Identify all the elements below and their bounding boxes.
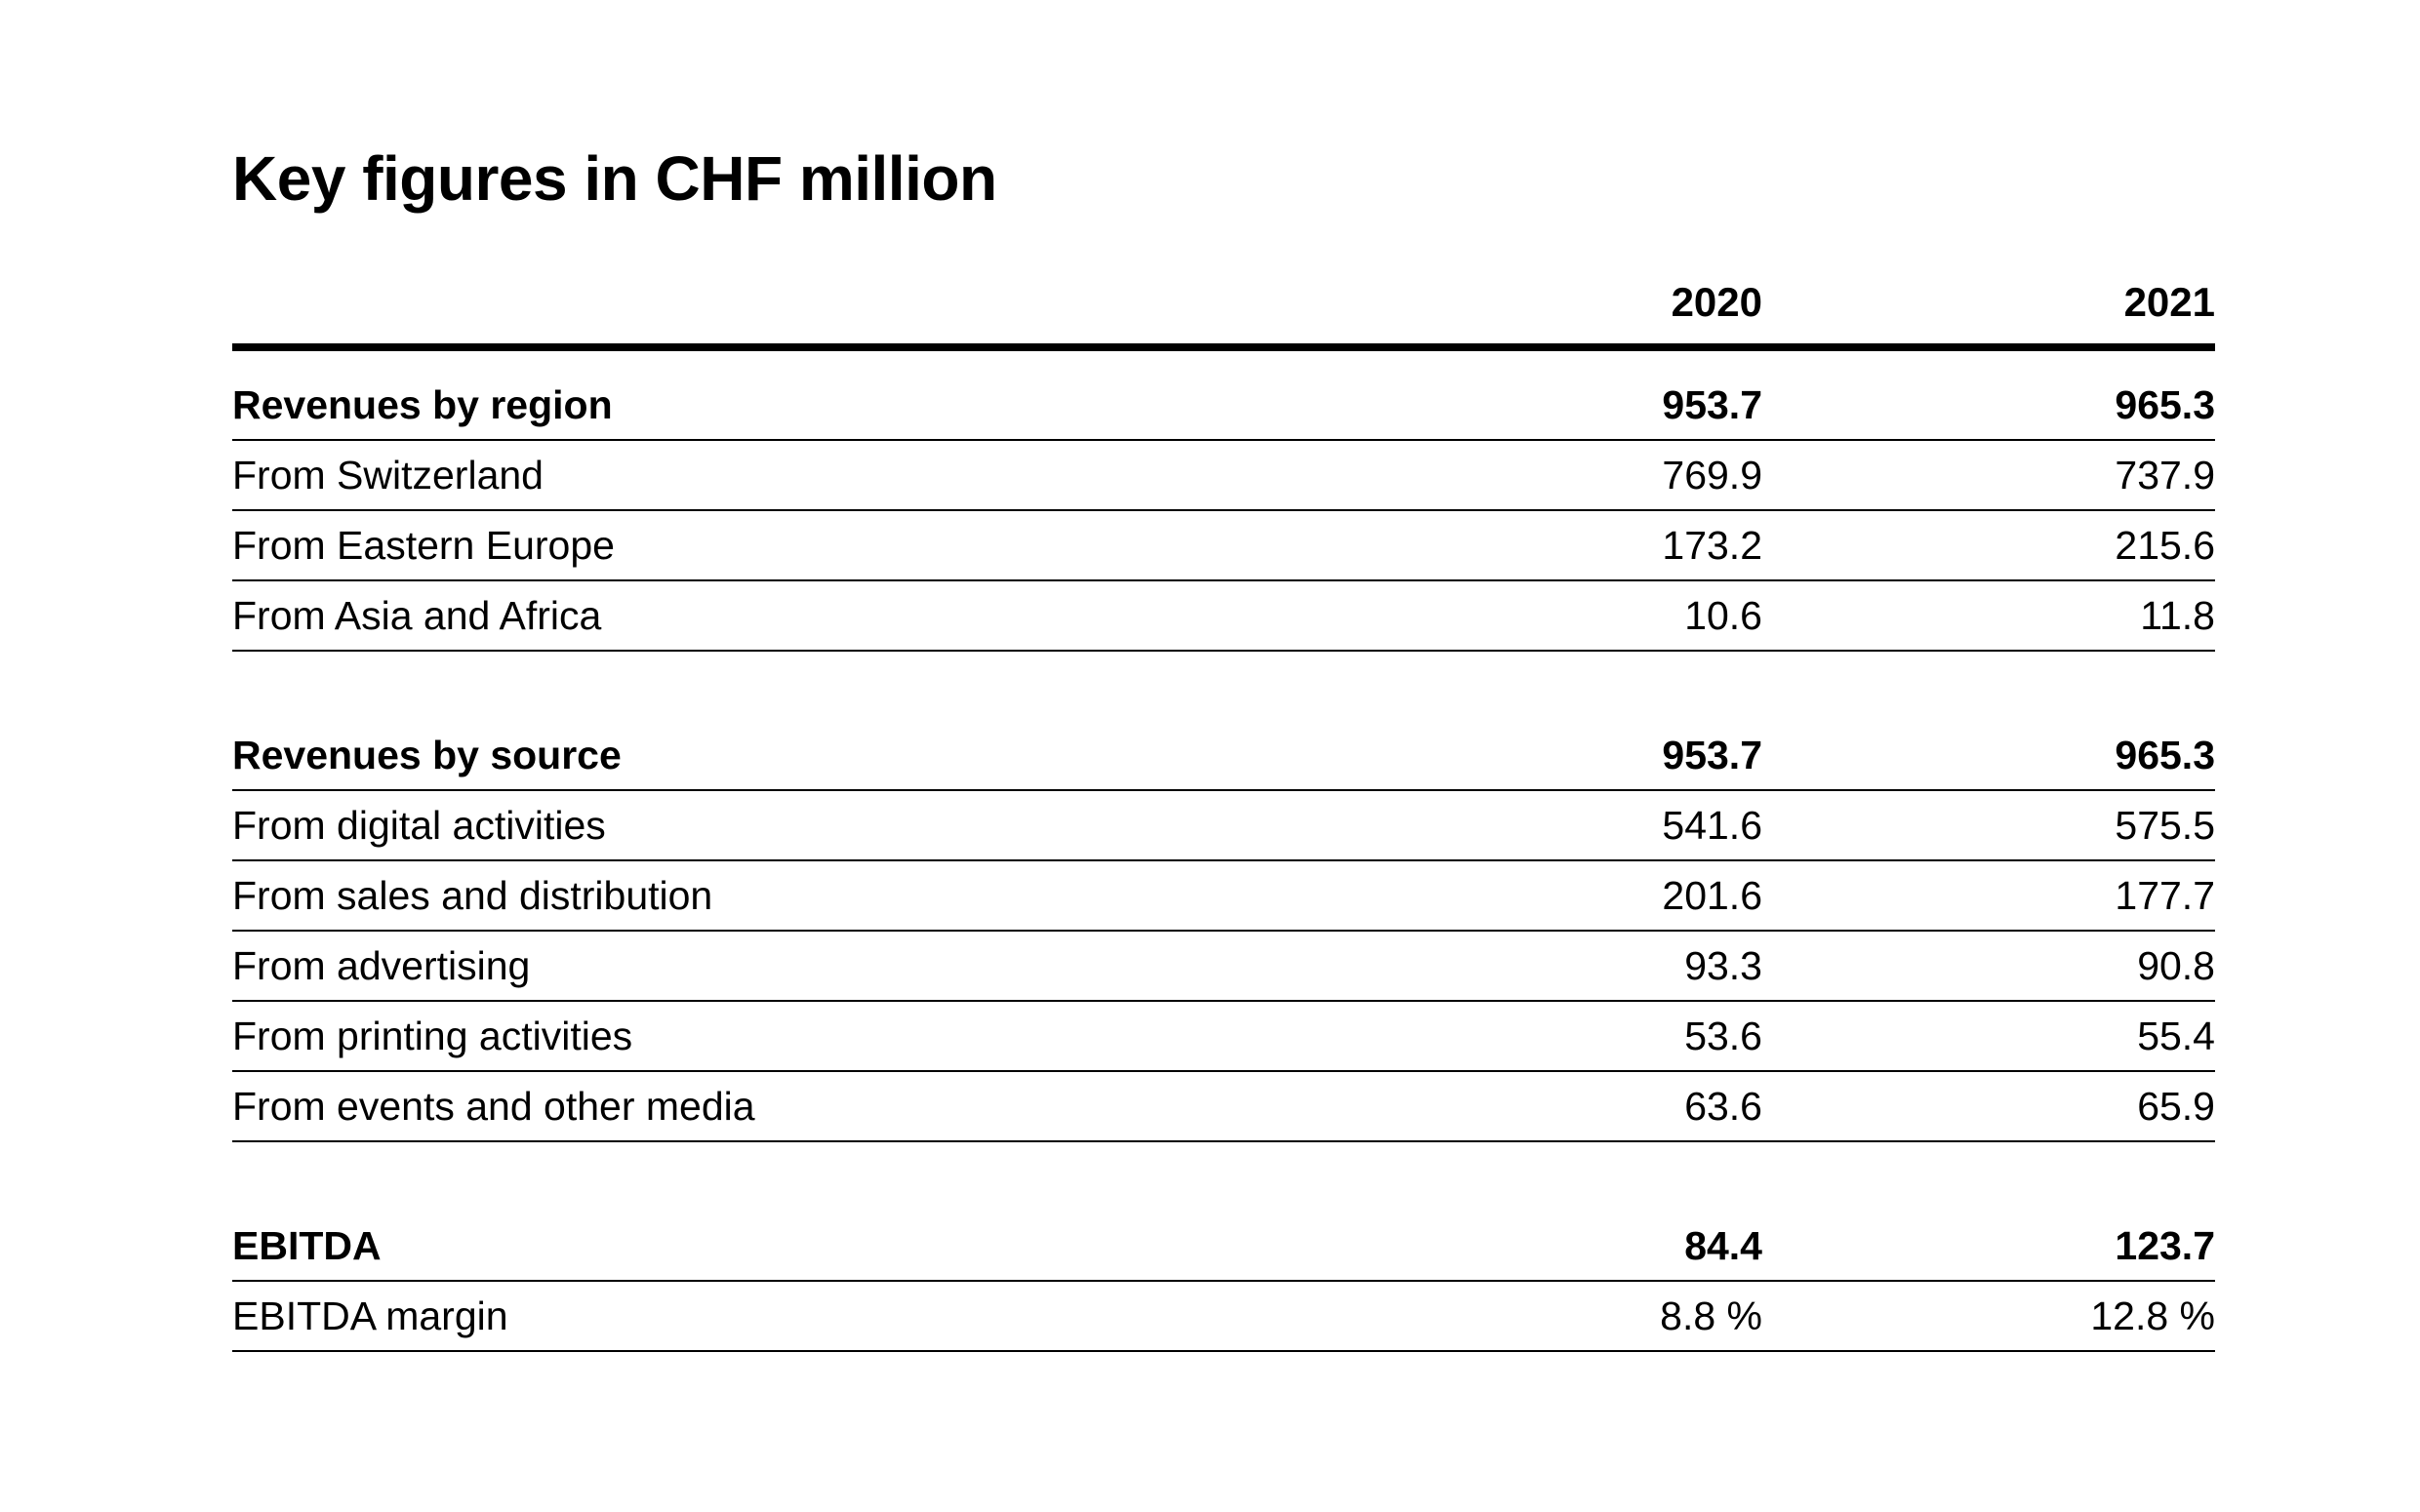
table-row: From events and other media 63.6 65.9 <box>232 1072 2215 1142</box>
value-2020: 173.2 <box>1662 523 1762 568</box>
value-2020: 10.6 <box>1684 593 1762 638</box>
table-row-total: Revenues by source 953.7 965.3 <box>232 721 2215 791</box>
table-row: From sales and distribution 201.6 177.7 <box>232 861 2215 932</box>
row-label: Revenues by region <box>232 382 613 427</box>
table-row-total: EBITDA 84.4 123.7 <box>232 1212 2215 1282</box>
section-revenues-by-source: Revenues by source 953.7 965.3 From digi… <box>232 721 2215 1142</box>
value-2020: 63.6 <box>1684 1084 1762 1129</box>
row-label: EBITDA margin <box>232 1293 508 1338</box>
value-2021: 11.8 <box>2140 593 2215 638</box>
value-2021: 90.8 <box>2137 943 2215 988</box>
value-2020: 201.6 <box>1662 873 1762 918</box>
key-figures-table: Revenues by region 953.7 965.3 From Swit… <box>232 371 2215 1352</box>
value-2021: 965.3 <box>2115 733 2215 777</box>
row-label: From Switzerland <box>232 453 544 497</box>
table-row: From Asia and Africa 10.6 11.8 <box>232 581 2215 652</box>
value-2021: 177.7 <box>2115 873 2215 918</box>
column-header-2021: 2021 <box>2123 279 2215 325</box>
row-label: From Eastern Europe <box>232 523 615 568</box>
value-2021: 575.5 <box>2115 803 2215 848</box>
value-2020: 84.4 <box>1684 1223 1762 1268</box>
section-revenues-by-region: Revenues by region 953.7 965.3 From Swit… <box>232 371 2215 652</box>
value-2021: 12.8 % <box>2090 1293 2215 1338</box>
page-title: Key figures in CHF million <box>232 143 997 214</box>
table-row: From advertising 93.3 90.8 <box>232 932 2215 1002</box>
table-row: From Switzerland 769.9 737.9 <box>232 441 2215 511</box>
table-row: From digital activities 541.6 575.5 <box>232 791 2215 861</box>
value-2020: 769.9 <box>1662 453 1762 497</box>
value-2021: 215.6 <box>2115 523 2215 568</box>
table-row: EBITDA margin 8.8 % 12.8 % <box>232 1282 2215 1352</box>
table-row-total: Revenues by region 953.7 965.3 <box>232 371 2215 441</box>
value-2021: 737.9 <box>2115 453 2215 497</box>
row-label: From events and other media <box>232 1084 755 1129</box>
value-2021: 965.3 <box>2115 382 2215 427</box>
value-2020: 8.8 % <box>1660 1293 1762 1338</box>
row-label: From advertising <box>232 943 531 988</box>
value-2020: 53.6 <box>1684 1014 1762 1058</box>
table-row: From printing activities 53.6 55.4 <box>232 1002 2215 1072</box>
value-2020: 93.3 <box>1684 943 1762 988</box>
section-ebitda: EBITDA 84.4 123.7 EBITDA margin 8.8 % 12… <box>232 1212 2215 1352</box>
value-2020: 541.6 <box>1662 803 1762 848</box>
value-2020: 953.7 <box>1662 733 1762 777</box>
row-label: From sales and distribution <box>232 873 713 918</box>
row-label: Revenues by source <box>232 733 622 777</box>
value-2021: 123.7 <box>2115 1223 2215 1268</box>
value-2021: 65.9 <box>2137 1084 2215 1129</box>
column-header-2020: 2020 <box>1671 279 1762 325</box>
row-label: From digital activities <box>232 803 606 848</box>
value-2020: 953.7 <box>1662 382 1762 427</box>
table-row: From Eastern Europe 173.2 215.6 <box>232 511 2215 581</box>
header-divider <box>232 343 2215 351</box>
row-label: From Asia and Africa <box>232 593 602 638</box>
value-2021: 55.4 <box>2137 1014 2215 1058</box>
row-label: EBITDA <box>232 1223 382 1268</box>
column-header-row: 2020 2021 <box>232 273 2215 332</box>
row-label: From printing activities <box>232 1014 633 1058</box>
